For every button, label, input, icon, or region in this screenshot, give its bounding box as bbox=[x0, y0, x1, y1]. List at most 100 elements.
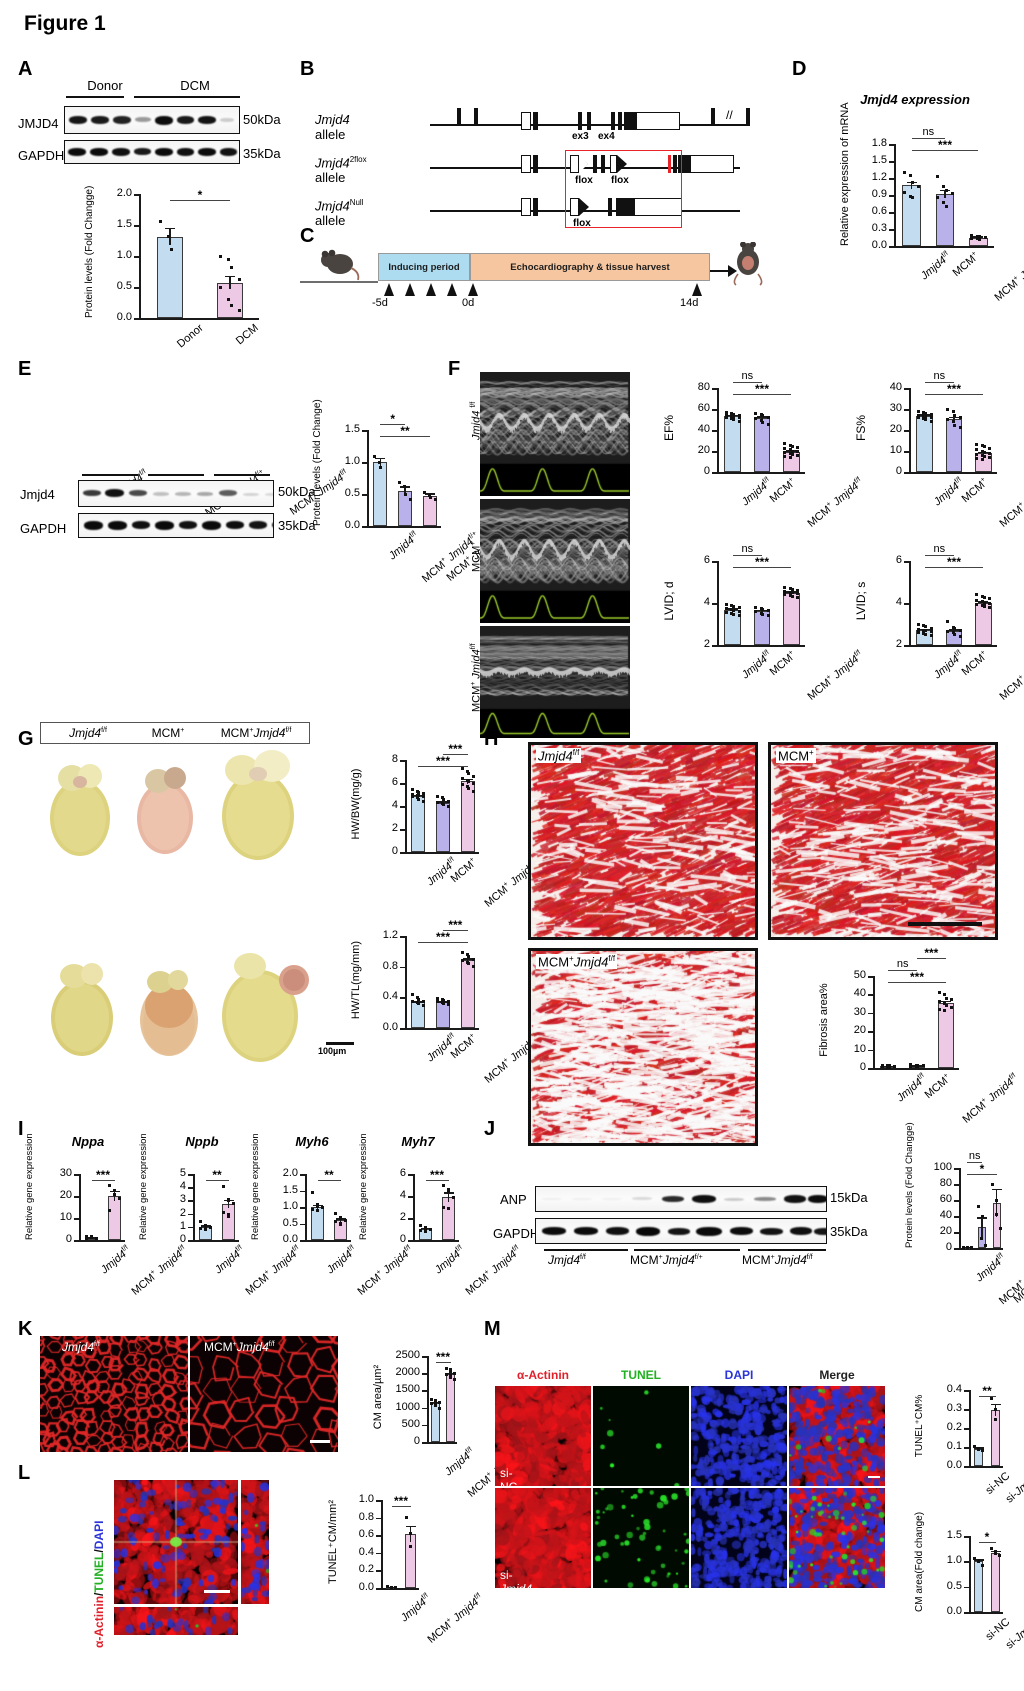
y-tick bbox=[868, 1013, 873, 1015]
blot-lane-gapdh-j bbox=[535, 1218, 827, 1244]
si-jmjd4-dapi-image bbox=[691, 1488, 787, 1588]
data-point bbox=[447, 800, 450, 803]
x-axis bbox=[969, 1612, 1003, 1614]
y-tick bbox=[400, 852, 405, 854]
data-point bbox=[442, 1206, 445, 1209]
data-point bbox=[230, 304, 233, 307]
chart-title-jmjd4-expression: Jmjd4 expression bbox=[830, 92, 1000, 107]
y-axis bbox=[894, 144, 896, 246]
y-tick bbox=[188, 1187, 193, 1189]
y-tick bbox=[134, 318, 139, 320]
data-point bbox=[434, 1404, 437, 1407]
x-category-label: MCM+ Jmjd4f/f bbox=[463, 1244, 524, 1298]
significance-label: * bbox=[377, 412, 409, 426]
significance-label: *** bbox=[938, 555, 970, 569]
significance-label: *** bbox=[439, 918, 471, 932]
data-point bbox=[991, 1183, 994, 1186]
data-point bbox=[230, 266, 233, 269]
bar-0 bbox=[373, 462, 387, 526]
blot-mw-35-j: 35kDa bbox=[830, 1224, 868, 1239]
y-tick bbox=[362, 526, 367, 528]
data-point bbox=[339, 1217, 342, 1220]
y-tick bbox=[134, 225, 139, 227]
row-label-si-jmjd4: si-Jmjd4 bbox=[500, 1568, 532, 1596]
data-point bbox=[783, 451, 786, 454]
y-tick bbox=[904, 409, 909, 411]
deleted-region-box bbox=[565, 150, 682, 228]
data-point bbox=[988, 447, 991, 450]
data-point bbox=[452, 1196, 455, 1199]
y-tick bbox=[964, 1587, 969, 1589]
y-tick bbox=[964, 1536, 969, 1538]
x-category-label: Jmjd4f/f bbox=[212, 1244, 247, 1276]
x-category-label: MCM+ bbox=[767, 476, 798, 505]
scale-bar-g bbox=[326, 1042, 354, 1045]
bar-1 bbox=[436, 803, 450, 852]
x-category-label: MCM+ Jmjd4f/f bbox=[997, 476, 1024, 530]
data-point bbox=[738, 420, 741, 423]
data-point bbox=[321, 1206, 324, 1209]
data-point bbox=[447, 1207, 450, 1210]
significance-label: *** bbox=[427, 1350, 459, 1364]
y-tick bbox=[964, 1447, 969, 1449]
data-point bbox=[988, 602, 991, 605]
data-point bbox=[738, 614, 741, 617]
data-point bbox=[783, 593, 786, 596]
channel-legend-l: α-Actinin/TUNEL/DAPI bbox=[92, 1521, 106, 1648]
mouse-with-heart-icon bbox=[726, 242, 772, 286]
data-point bbox=[977, 1205, 980, 1208]
data-point bbox=[962, 1246, 965, 1249]
significance-label: *** bbox=[915, 946, 947, 960]
data-point bbox=[472, 790, 475, 793]
data-point bbox=[442, 803, 445, 806]
y-tick bbox=[964, 1428, 969, 1430]
chart-panel-e: 0.0 0.5 1.0 1.5 ** * Protein levels (Fold Chan… bbox=[332, 414, 442, 532]
y-axis bbox=[909, 388, 911, 472]
y-tick bbox=[188, 1174, 193, 1176]
heart-image-mcm-bottom bbox=[130, 958, 208, 1064]
data-point bbox=[945, 205, 948, 208]
x-category-label: Jmjd4f/f bbox=[387, 530, 422, 562]
data-point bbox=[995, 1213, 998, 1216]
si-nc-dapi-image bbox=[691, 1386, 787, 1486]
data-point bbox=[199, 1227, 202, 1230]
data-point bbox=[422, 795, 425, 798]
data-point bbox=[316, 1209, 319, 1212]
y-axis-label: TUNEL⁺CM/mm² bbox=[326, 1496, 339, 1588]
data-point bbox=[167, 235, 170, 238]
fibrosis-label-ctrl: Jmjd4f/f bbox=[536, 748, 581, 763]
data-point bbox=[950, 998, 953, 1001]
data-point bbox=[761, 613, 764, 616]
y-axis-label: CM area(Fold change) bbox=[914, 1532, 925, 1612]
y-tick bbox=[362, 430, 367, 432]
data-point bbox=[409, 1532, 412, 1535]
bar-1 bbox=[108, 1196, 121, 1240]
data-point bbox=[238, 309, 241, 312]
y-axis bbox=[717, 561, 719, 645]
data-point bbox=[738, 606, 741, 609]
y-tick bbox=[422, 1442, 427, 1444]
data-point bbox=[988, 452, 991, 455]
data-point bbox=[436, 801, 439, 804]
y-tick bbox=[954, 1184, 959, 1186]
y-tick bbox=[712, 430, 717, 432]
y-tick bbox=[904, 430, 909, 432]
y-tick bbox=[134, 256, 139, 258]
y-tick bbox=[400, 936, 405, 938]
chart-panel-i-myh6: 0.0 0.5 1.0 1.5 2.0 ** Relative gene expressio… bbox=[278, 1158, 352, 1246]
y-axis-label: HW/BW(mg/g) bbox=[350, 756, 362, 852]
data-point bbox=[796, 596, 799, 599]
data-point bbox=[738, 416, 741, 419]
data-point bbox=[159, 220, 162, 223]
data-point bbox=[930, 420, 933, 423]
genome-break-symbol: // bbox=[726, 108, 733, 122]
data-point bbox=[922, 1064, 925, 1067]
x-axis bbox=[413, 1240, 459, 1242]
data-point bbox=[953, 633, 956, 636]
panel-letter-i: I bbox=[18, 1118, 24, 1141]
data-point bbox=[981, 1449, 984, 1452]
data-point bbox=[447, 1003, 450, 1006]
chart-panel-k: 0 500 1000 1500 2000 2500 *** CM area/µm² Jmjd4f… bbox=[386, 1340, 458, 1448]
y-axis bbox=[405, 936, 407, 1028]
data-point bbox=[417, 798, 420, 801]
